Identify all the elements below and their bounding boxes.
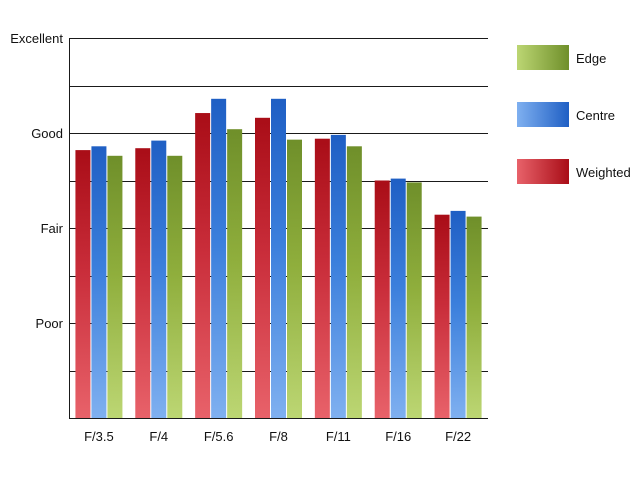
- bar-weighted-f-3-5: [75, 150, 91, 418]
- bar-centre-f-22: [450, 210, 466, 418]
- bar-centre-f-8: [271, 98, 286, 419]
- legend-label-centre: Centre: [576, 108, 615, 123]
- axes: [69, 38, 488, 419]
- x-tick-label: F/3.5: [84, 429, 114, 444]
- y-tick-label: Fair: [41, 221, 64, 236]
- bar-centre-f-16: [390, 178, 406, 418]
- bar-edge-f-4: [167, 155, 183, 419]
- bar-weighted-f-8: [255, 117, 270, 419]
- legend-swatch-centre: [517, 102, 569, 127]
- bar-edge-f-22: [466, 216, 482, 418]
- x-tick-label: F/5.6: [204, 429, 234, 444]
- y-tick-labels: Poor Fair Good Excellent: [10, 31, 63, 331]
- y-tick-label: Good: [31, 126, 63, 141]
- y-tick-label: Poor: [36, 316, 64, 331]
- legend-swatch-weighted: [517, 159, 569, 184]
- bar-centre-f-5-6: [211, 98, 227, 419]
- x-tick-label: F/8: [269, 429, 288, 444]
- bar-weighted-f-5-6: [195, 113, 211, 419]
- bar-edge-f-3-5: [107, 155, 123, 419]
- x-tick-label: F/22: [445, 429, 471, 444]
- bar-weighted-f-16: [374, 180, 390, 418]
- legend-label-weighted: Weighted: [576, 165, 631, 180]
- x-tick-label: F/4: [149, 429, 168, 444]
- bar-weighted-f-22: [434, 214, 450, 418]
- bar-edge-f-11: [346, 146, 362, 419]
- bar-weighted-f-4: [135, 148, 151, 418]
- bar-edge-f-16: [406, 182, 422, 418]
- legend-label-edge: Edge: [576, 51, 606, 66]
- x-tick-label: F/16: [385, 429, 411, 444]
- bar-centre-f-3-5: [91, 146, 107, 419]
- bar-edge-f-8: [287, 139, 302, 418]
- bar-centre-f-11: [330, 134, 346, 418]
- bar-centre-f-4: [151, 140, 167, 418]
- y-tick-label: Excellent: [10, 31, 63, 46]
- bar-edge-f-5-6: [227, 129, 243, 418]
- legend: Edge Centre Weighted: [517, 45, 631, 184]
- legend-swatch-edge: [517, 45, 569, 70]
- bars: [75, 98, 482, 419]
- bar-weighted-f-11: [314, 138, 330, 418]
- x-tick-labels: F/3.5 F/4 F/5.6 F/8 F/11 F/16 F/22: [84, 429, 471, 444]
- x-tick-label: F/11: [326, 429, 351, 444]
